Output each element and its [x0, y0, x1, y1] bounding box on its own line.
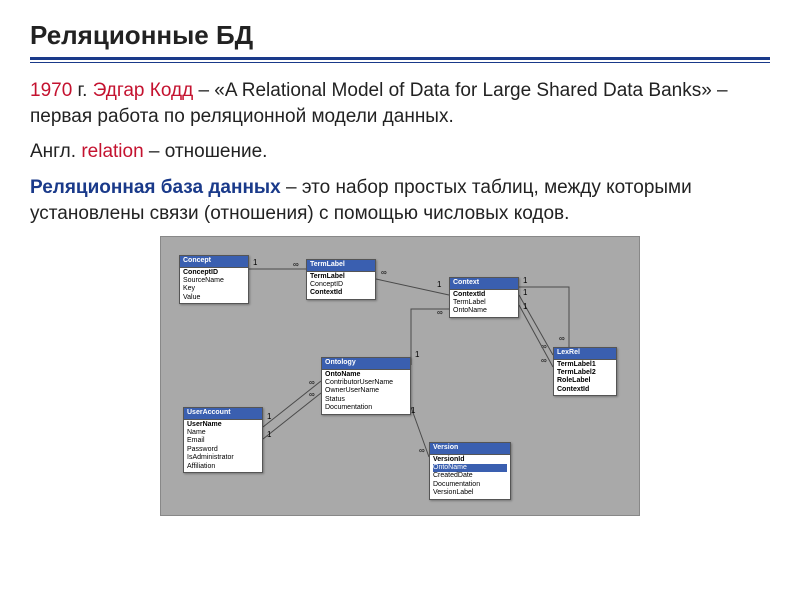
table-field: CreatedDate	[433, 472, 507, 480]
table-field: Value	[183, 294, 245, 302]
table-field: Key	[183, 285, 245, 293]
table-header: LexRel	[554, 348, 616, 359]
table-field: ConceptID	[183, 269, 245, 277]
svg-text:∞: ∞	[541, 342, 547, 351]
svg-text:∞: ∞	[437, 308, 443, 317]
table-field: TermLabel1	[557, 361, 613, 369]
svg-text:1: 1	[267, 430, 272, 439]
table-field: SourceName	[183, 277, 245, 285]
svg-text:1: 1	[523, 302, 528, 311]
table-header: TermLabel	[307, 260, 375, 271]
table-header: Concept	[180, 256, 248, 267]
svg-text:1: 1	[415, 350, 420, 359]
table-field: Name	[187, 429, 259, 437]
table-header: Ontology	[322, 358, 410, 369]
table-field: VersionLabel	[433, 489, 507, 497]
author-text: Эдгар Кодд	[93, 80, 193, 101]
table-field: Email	[187, 437, 259, 445]
definition-term: Реляционная база данных	[30, 177, 281, 198]
table-field: ContributorUserName	[325, 379, 407, 387]
table-version: Version VersionIdOntoNameCreatedDateDocum…	[429, 442, 511, 499]
table-header: UserAccount	[184, 408, 262, 419]
table-ontology: Ontology OntoNameContributorUserNameOwner…	[321, 357, 411, 414]
paragraph-3: Реляционная база данных – это набор прос…	[30, 175, 770, 226]
table-field: IsAdministrator	[187, 454, 259, 462]
page-title: Реляционные БД	[30, 20, 770, 51]
paragraph-2: Англ. relation – отношение.	[30, 139, 770, 165]
svg-text:∞: ∞	[419, 446, 425, 455]
table-field: ContextId	[310, 289, 372, 297]
table-field: OntoName	[325, 371, 407, 379]
table-field: Documentation	[325, 404, 407, 412]
svg-text:1: 1	[267, 412, 272, 421]
table-field: ContextId	[453, 291, 515, 299]
title-underline	[30, 57, 770, 60]
table-user: UserAccount UserNameNameEmailPasswordIsAd…	[183, 407, 263, 473]
table-termlabel: TermLabelTermLabelConceptIDContextId	[306, 259, 376, 300]
table-field: RoleLabel	[557, 377, 613, 385]
table-field: TermLabel	[453, 299, 515, 307]
table-header: Version	[430, 443, 510, 454]
table-field: ContextId	[557, 386, 613, 394]
table-field: TermLabel	[310, 273, 372, 281]
svg-text:1: 1	[253, 258, 258, 267]
er-diagram: 1∞1∞∞11∞1∞1∞1∞1∞1∞ ConceptConceptIDSourc…	[160, 236, 640, 516]
svg-text:∞: ∞	[559, 334, 565, 343]
table-field: OntoName	[453, 307, 515, 315]
svg-text:∞: ∞	[293, 260, 299, 269]
table-field: TermLabel2	[557, 369, 613, 377]
table-context: Context ContextIdTermLabelOntoName	[449, 277, 519, 318]
table-field: Documentation	[433, 481, 507, 489]
table-field: UserName	[187, 421, 259, 429]
paragraph-1: 1970 г. Эдгар Кодд – «A Relational Model…	[30, 78, 770, 129]
para2-rest: – отношение.	[144, 141, 268, 162]
table-lexrel: LexRel TermLabel1TermLabel2RoleLabelConte…	[553, 347, 617, 396]
para2-prefix: Англ.	[30, 141, 81, 162]
svg-text:1: 1	[523, 276, 528, 285]
svg-text:∞: ∞	[541, 356, 547, 365]
table-field: Status	[325, 396, 407, 404]
year-text: 1970	[30, 80, 72, 101]
table-concept: Concept ConceptIDSourceNameKeyValue	[179, 255, 249, 304]
table-field: Password	[187, 446, 259, 454]
svg-text:1: 1	[411, 406, 416, 415]
svg-text:∞: ∞	[309, 390, 315, 399]
svg-text:∞: ∞	[309, 378, 315, 387]
text-after-year: г.	[72, 80, 92, 101]
svg-text:1: 1	[523, 288, 528, 297]
relation-word: relation	[81, 141, 143, 162]
table-field: Affiliation	[187, 463, 259, 471]
table-field: VersionId	[433, 456, 507, 464]
svg-text:∞: ∞	[381, 268, 387, 277]
table-header: Context	[450, 278, 518, 289]
table-field: ConceptID	[310, 281, 372, 289]
svg-text:1: 1	[437, 280, 442, 289]
table-field: OntoName	[433, 464, 507, 472]
table-field: OwnerUserName	[325, 387, 407, 395]
